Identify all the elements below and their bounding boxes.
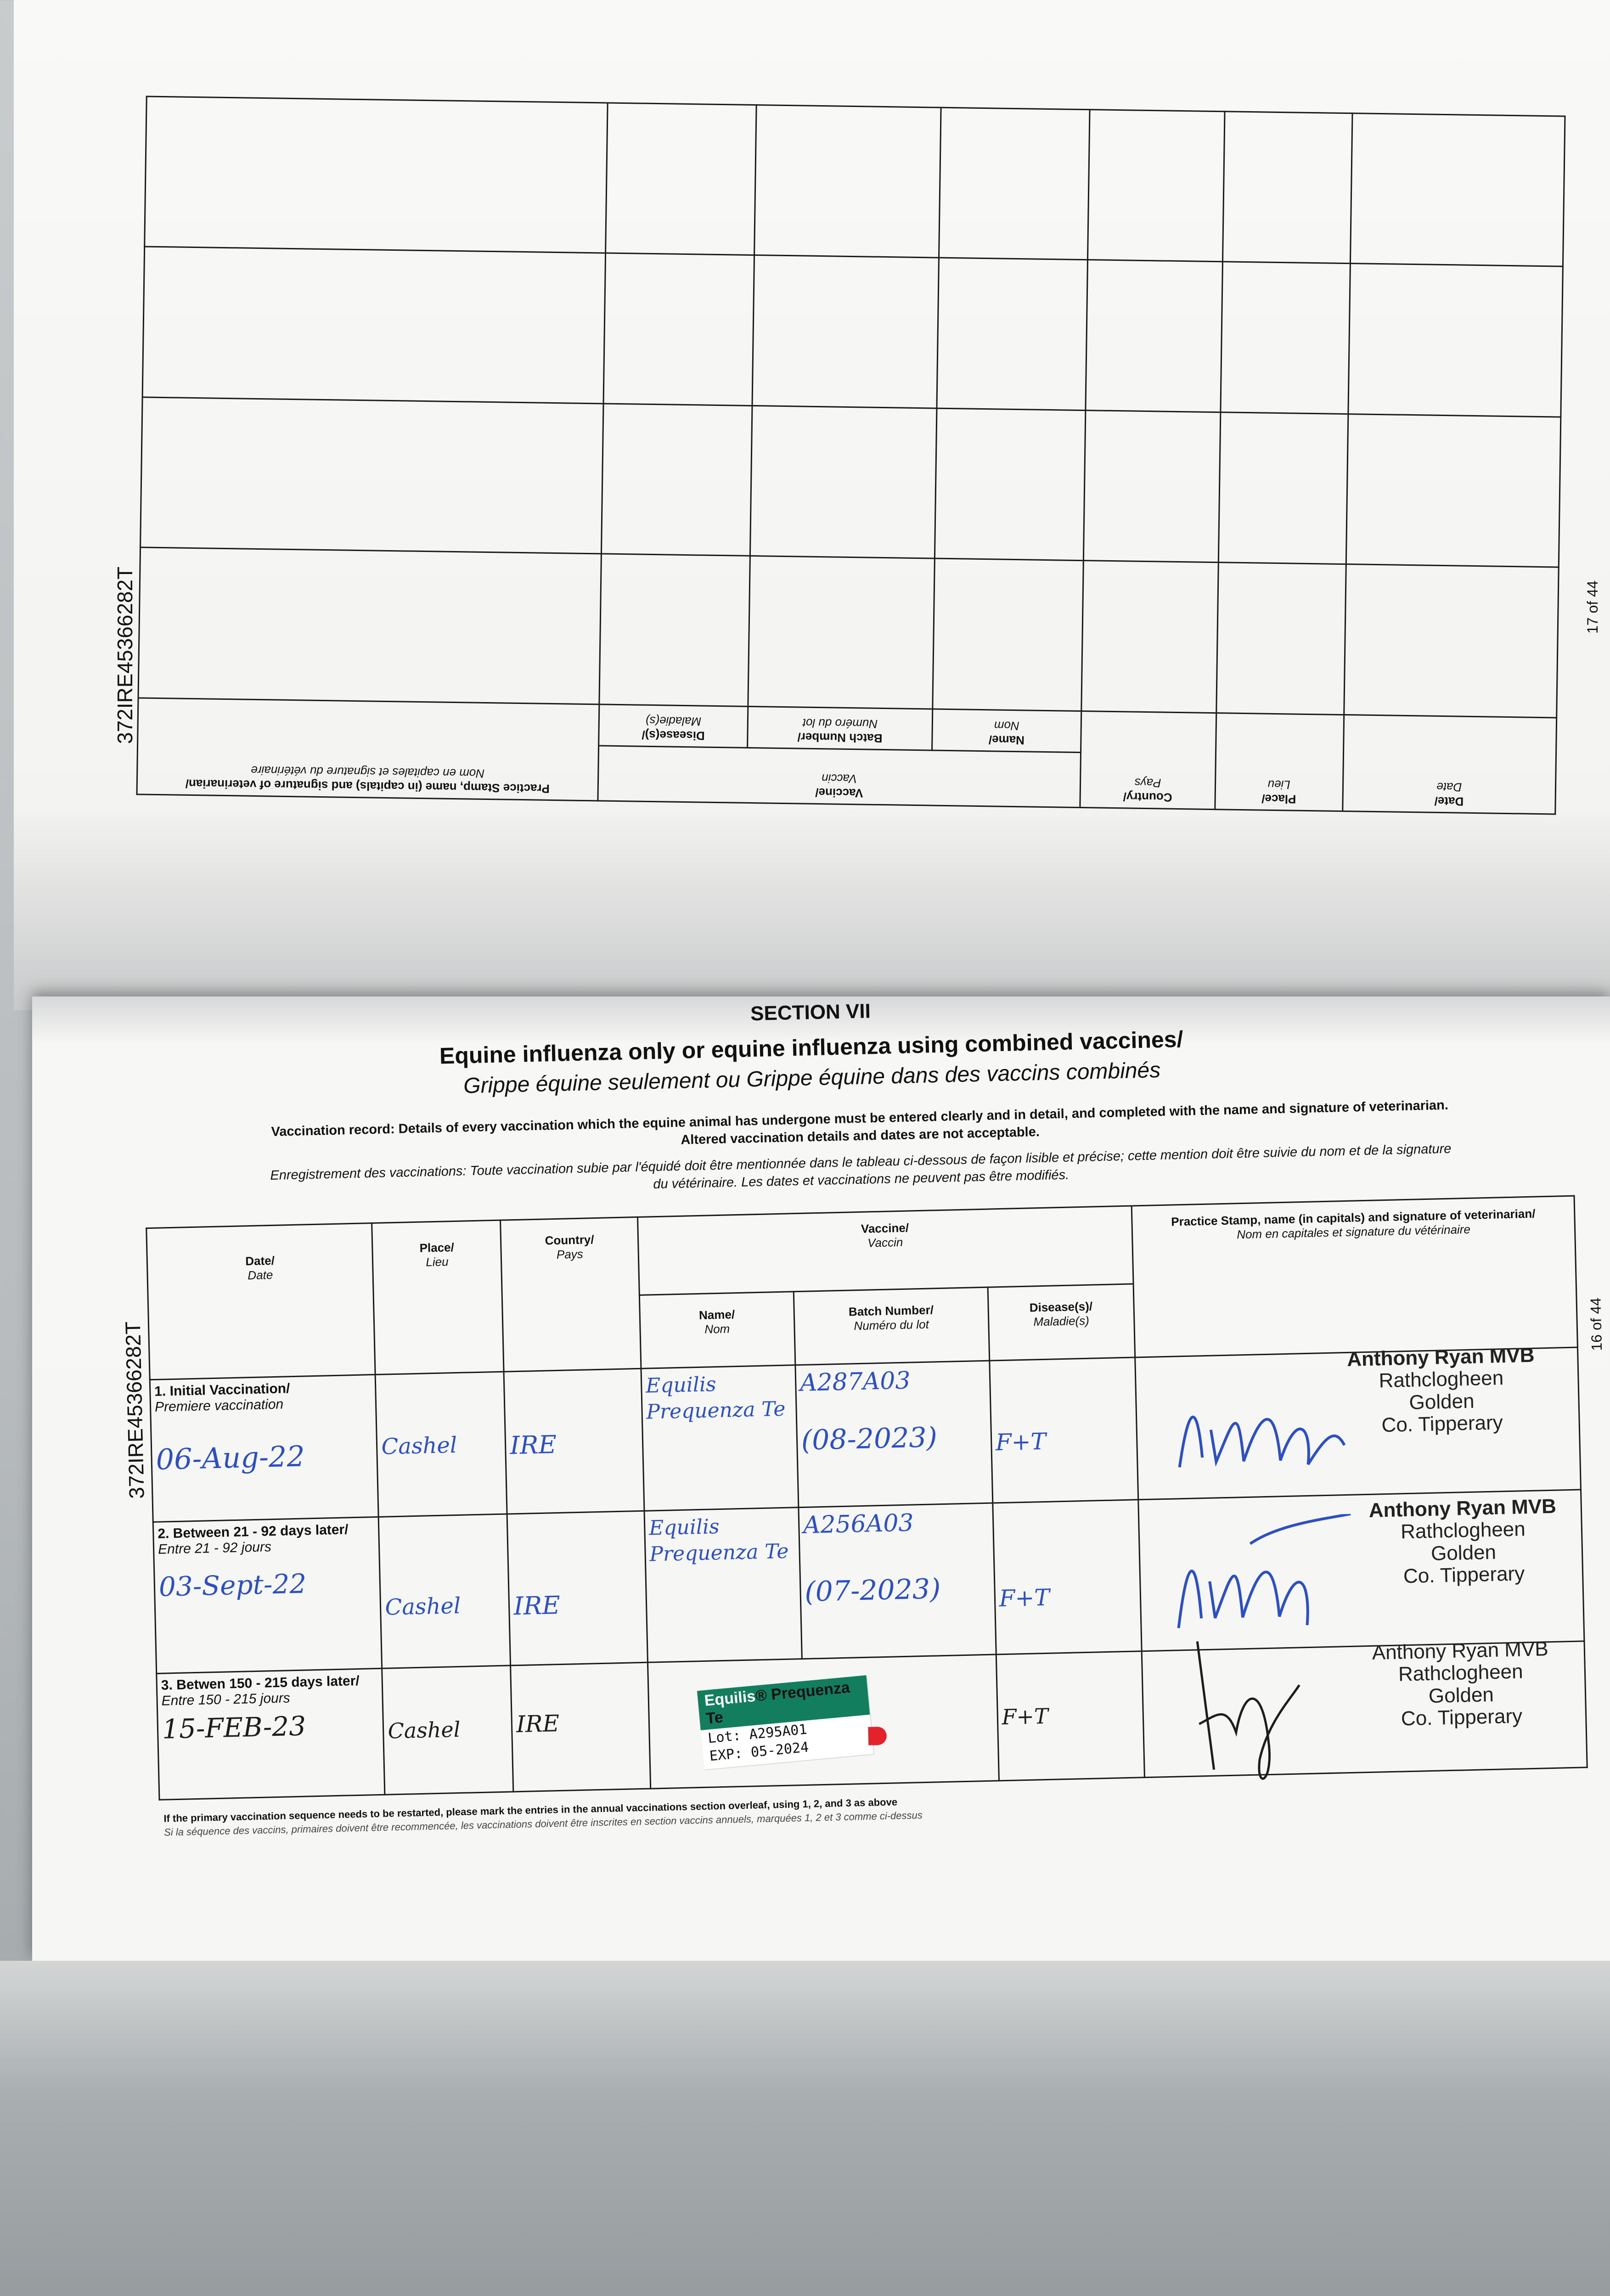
vaccination-date: 03-Sept-22: [158, 1568, 307, 1603]
page-number: 17 of 44: [1584, 580, 1601, 634]
header-batch: Batch Number/Numéro du lot: [747, 706, 933, 751]
table-row: [138, 547, 1559, 718]
vaccination-country: IRE: [513, 1590, 561, 1621]
vet-signature: [1196, 1641, 1300, 1780]
vet-stamp-cell: Anthony Ryan MVB Rathclogheen Golden Co. Ti…: [1135, 1344, 1581, 1500]
scanner-background: [0, 1961, 1610, 2296]
vaccine-name: Equilis Prequenza Te: [645, 1373, 786, 1424]
vet-stamp: Anthony Ryan MVB Rathclogheen Golden Co. Ti…: [1368, 1495, 1557, 1588]
vet-signature: [1177, 1514, 1351, 1628]
disease: F+T: [995, 1428, 1047, 1456]
table-row: 1. Initial Vaccination/Premiere vaccinat…: [150, 1344, 1581, 1522]
vaccination-place: Cashel: [381, 1432, 457, 1460]
header-place: Place/Lieu: [1215, 713, 1344, 811]
page-17-upside-down: Date/Date Place/Lieu Country/Pays Vaccin…: [14, 0, 1610, 1010]
vaccination-date: 15-FEB-23: [162, 1710, 306, 1745]
table-row: [144, 96, 1565, 267]
disease: F+T: [999, 1584, 1050, 1612]
row-label-cell: 1. Initial Vaccination/Premiere vaccinat…: [150, 1374, 379, 1522]
header-stamp: Practice Stamp, name (in capitals) and s…: [1132, 1196, 1578, 1357]
header-date: Date/Date: [1342, 715, 1557, 814]
vet-stamp-cell: Anthony Ryan MVB Rathclogheen Golden Co. Ti…: [1138, 1489, 1584, 1651]
page-number: 16 of 44: [1587, 1297, 1605, 1351]
vet-stamp: Anthony Ryan MVB Rathclogheen Golden Co. Ti…: [1372, 1638, 1549, 1730]
header-batch: Batch Number/Numéro du lot: [793, 1287, 990, 1365]
batch-expiry: (07-2023): [804, 1573, 941, 1608]
batch-number: A287A03: [799, 1367, 911, 1397]
vaccination-place: Cashel: [387, 1716, 461, 1744]
vet-stamp-cell: Anthony Ryan MVB Rathclogheen Golden Co. Ti…: [1142, 1638, 1587, 1780]
header-place: Place/Lieu: [372, 1220, 504, 1375]
header-name: Name/Nom: [932, 709, 1081, 753]
header-vaccine: Vaccine/Vaccin: [637, 1206, 1133, 1295]
header-disease: Disease(s)/Maladie(s): [598, 704, 749, 748]
header-vaccine: Vaccine/Vaccin: [597, 745, 1081, 808]
table-row: [142, 247, 1563, 417]
passport-id: 372IRE45366282T: [113, 566, 137, 744]
sticker-exp: 05-2024: [750, 1739, 810, 1761]
disease: F+T: [1001, 1703, 1049, 1730]
header-date: Date/Date: [146, 1223, 376, 1380]
vaccination-table: Date/Date Place/Lieu Country/Pays Vaccin…: [146, 1195, 1587, 1800]
header-country: Country/Pays: [500, 1217, 641, 1372]
vaccination-country: IRE: [509, 1430, 557, 1460]
vaccination-country: IRE: [516, 1710, 560, 1738]
header-stamp: Practice Stamp, name (in capitals) and s…: [137, 698, 599, 801]
row-label: 3. Betwen 150 - 215 days later/Entre 150…: [161, 1673, 360, 1709]
header-country: Country/Pays: [1080, 711, 1216, 810]
passport-id: 372IRE45366282T: [120, 1321, 149, 1499]
vet-signature: [1178, 1415, 1346, 1468]
row-label: 1. Initial Vaccination/Premiere vaccinat…: [154, 1381, 290, 1415]
batch-expiry: (08-2023): [800, 1421, 938, 1457]
batch-number: A256A03: [803, 1509, 914, 1539]
vaccine-name: Equilis Prequenza Te: [648, 1515, 789, 1566]
vaccine-sticker-cell: Equilis® Prequenza Te Lot: A295A01 EXP: …: [647, 1654, 999, 1789]
vaccine-sticker: Equilis® Prequenza Te Lot: A295A01 EXP: …: [697, 1675, 873, 1770]
vaccination-date: 06-Aug-22: [155, 1439, 305, 1476]
vaccination-place: Cashel: [384, 1593, 461, 1621]
vet-stamp: Anthony Ryan MVB Rathclogheen Golden Co. Ti…: [1346, 1344, 1535, 1437]
header-name: Name/Nom: [639, 1291, 795, 1369]
row-label: 2. Between 21 - 92 days later/Entre 21 -…: [157, 1522, 349, 1557]
page-16-section-vii: SECTION VII Equine influenza only or equ…: [32, 996, 1610, 1961]
table-row: [140, 397, 1561, 568]
top-vaccination-table: Date/Date Place/Lieu Country/Pays Vaccin…: [136, 96, 1566, 815]
sticker-red-tab: [868, 1726, 887, 1745]
table-row: 2. Between 21 - 92 days later/Entre 21 -…: [153, 1489, 1584, 1674]
table-row: 3. Betwen 150 - 215 days later/Entre 150…: [156, 1638, 1587, 1800]
header-disease: Disease(s)/Maladie(s): [987, 1283, 1135, 1361]
